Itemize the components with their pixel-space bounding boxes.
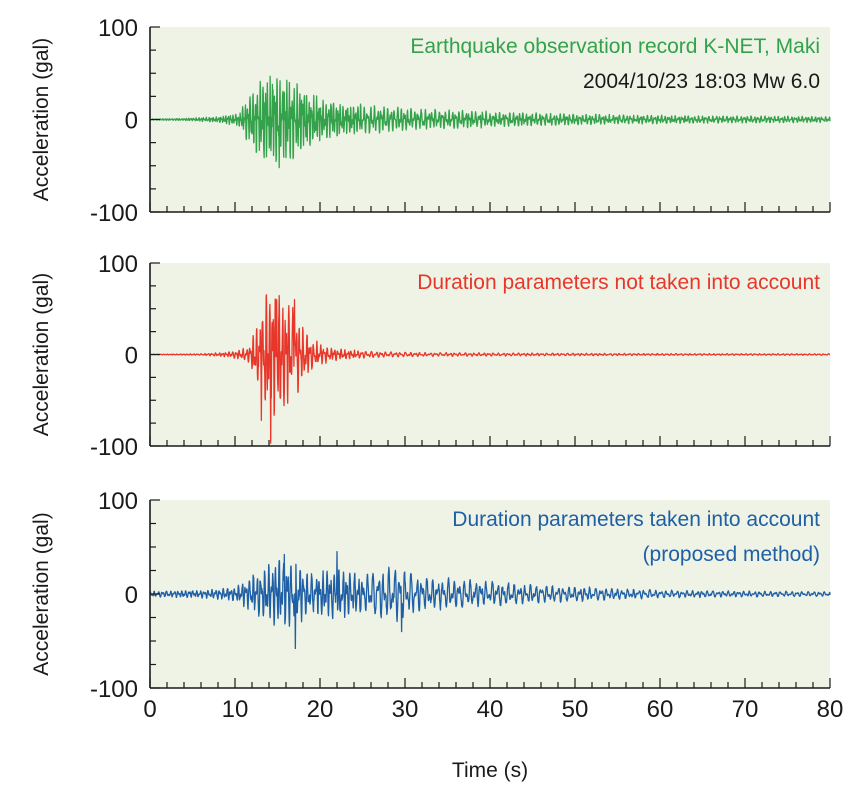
y-tick-label: 100 — [98, 15, 138, 42]
panel-annotation: (proposed method) — [643, 543, 820, 566]
y-axis-label: Acceleration (gal) — [30, 512, 53, 675]
x-axis-label: Time (s) — [452, 759, 528, 782]
y-axis-label: Acceleration (gal) — [30, 273, 53, 436]
x-tick-label: 60 — [647, 696, 674, 723]
x-tick-label: 40 — [477, 696, 504, 723]
y-tick-label: 0 — [125, 582, 138, 609]
y-tick-label: -100 — [90, 676, 138, 703]
x-tick-label: 0 — [143, 696, 156, 723]
y-tick-label: 0 — [125, 108, 138, 135]
y-tick-label: 100 — [98, 488, 138, 515]
waveform-series — [149, 294, 831, 444]
panel-2: 100 0 -100 Acceleration (gal) Duration param… — [30, 251, 831, 461]
x-tick-label: 70 — [732, 696, 759, 723]
waveform-series — [149, 75, 831, 169]
waveform-series — [149, 551, 831, 650]
panel-1: 100 0 -100 Acceleration (gal) Earthquake obs… — [30, 15, 831, 227]
panel-annotation: 2004/10/23 18:03 Mw 6.0 — [583, 70, 820, 93]
x-tick-label: 10 — [222, 696, 249, 723]
y-axis-label: Acceleration (gal) — [30, 38, 53, 201]
y-tick-label: -100 — [90, 434, 138, 461]
y-tick-label: 0 — [125, 343, 138, 370]
x-tick-label: 30 — [392, 696, 419, 723]
x-tick-label: 50 — [562, 696, 589, 723]
y-tick-label: 100 — [98, 251, 138, 278]
panel-annotation: Duration parameters not taken into accou… — [417, 271, 820, 294]
x-tick-label: 80 — [817, 696, 844, 723]
y-tick-label: -100 — [90, 200, 138, 227]
panel-annotation: Earthquake observation record K-NET, Mak… — [410, 35, 820, 58]
x-tick-label: 20 — [307, 696, 334, 723]
panel-annotation: Duration parameters taken into account — [452, 508, 820, 531]
